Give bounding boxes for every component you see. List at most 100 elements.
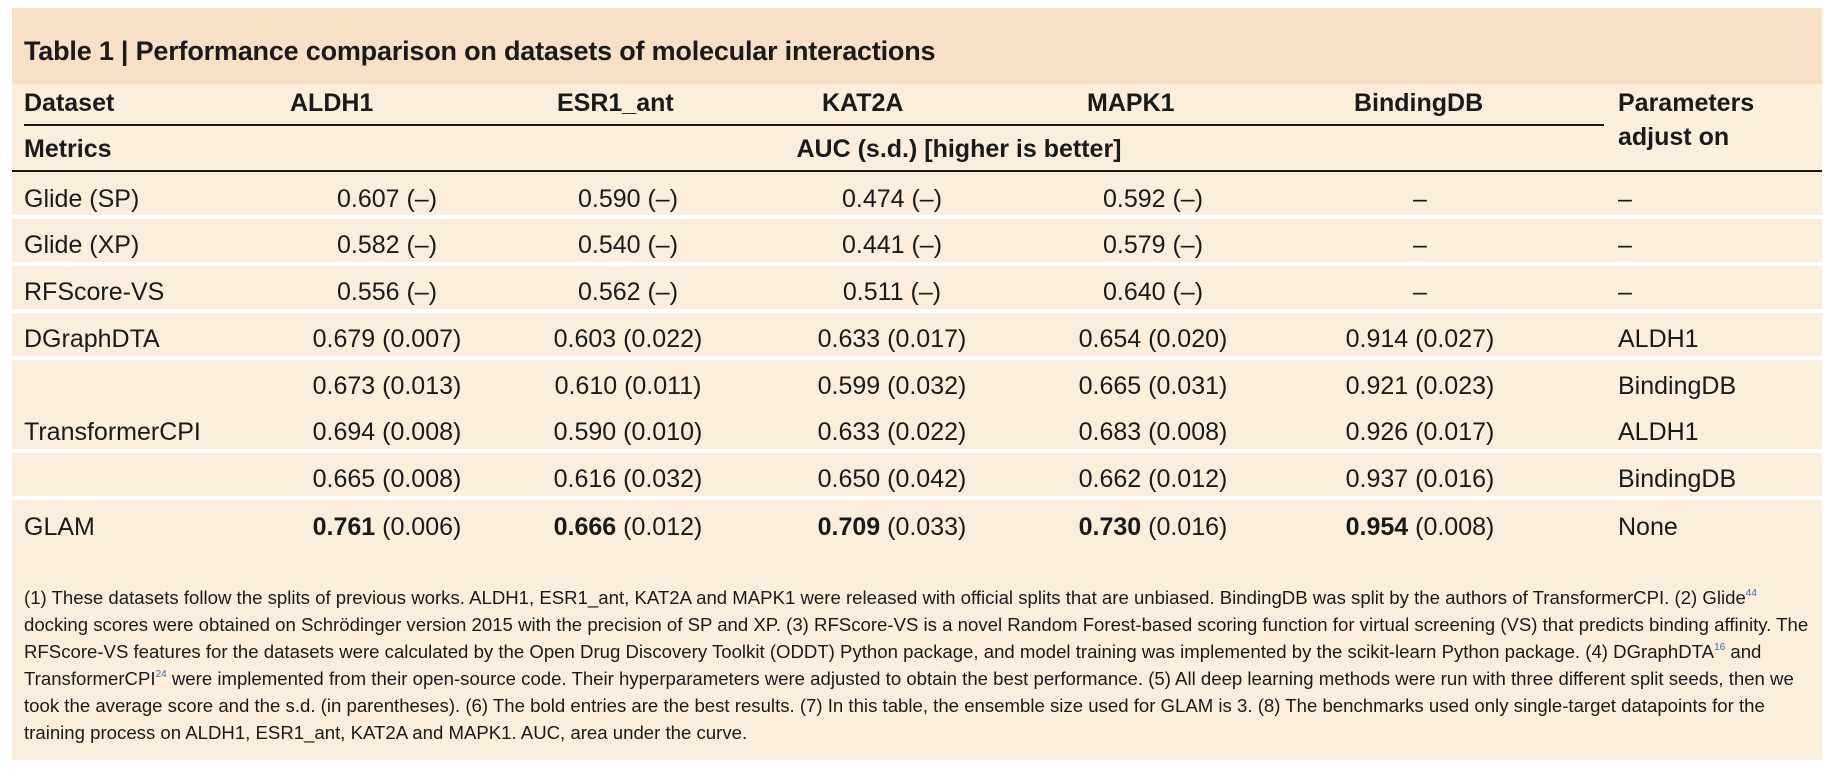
params-adjust-on: – [1618,231,1632,259]
auc-value: 0.556 [336,278,400,306]
auc-value: 0.607 [336,185,400,213]
auc-cell: 0.650 (0.042) [742,464,1042,494]
auc-sd: (0.016) [1141,513,1228,541]
auc-cell: 0.640 (–) [1003,277,1303,307]
auc-sd: (0.010) [616,418,703,446]
dataset-col-esr1: ESR1_ant [557,89,674,117]
auc-cell: 0.730 (0.016) [1003,512,1303,542]
auc-value: 0.582 [336,231,400,259]
auc-sd: (–) [399,185,438,213]
auc-sd: (–) [1165,231,1204,259]
auc-value: 0.590 [553,418,617,446]
auc-sd: (0.008) [375,418,462,446]
params-header-line1: Parameters [1618,89,1755,117]
auc-value: – [1413,185,1427,213]
auc-sd: (–) [640,185,679,213]
auc-cell: 0.694 (0.008) [237,417,537,447]
auc-sd: (0.008) [375,465,462,493]
table-figure: Table 1 | Performance comparison on data… [12,8,1822,760]
auc-sd: (0.022) [880,418,967,446]
auc-cell: 0.926 (0.017) [1270,417,1570,447]
auc-sd: (–) [904,231,943,259]
reference-link[interactable]: 44 [1745,588,1757,599]
auc-sd: (–) [1165,278,1204,306]
table-title: Table 1 | Performance comparison on data… [24,36,936,66]
method-name: GLAM [24,513,95,541]
auc-value: 0.666 [553,513,617,541]
auc-sd: (0.008) [1408,513,1495,541]
auc-sd: (0.016) [1408,465,1495,493]
auc-value: 0.616 [553,465,617,493]
auc-cell: 0.540 (–) [478,230,778,260]
auc-cell: 0.633 (0.022) [742,417,1042,447]
auc-cell: 0.954 (0.008) [1270,512,1570,542]
auc-value: – [1413,278,1427,306]
auc-cell: 0.679 (0.007) [237,324,537,354]
auc-sd: (0.007) [375,325,462,353]
auc-sd: (–) [640,278,679,306]
auc-value: 0.650 [817,465,881,493]
auc-sd: (0.031) [1141,372,1228,400]
auc-sd: (0.006) [375,513,462,541]
auc-value: 0.761 [312,513,376,541]
auc-sd: (0.013) [375,372,462,400]
auc-value: 0.665 [1078,372,1142,400]
auc-sd: (–) [903,278,942,306]
auc-cell: 0.579 (–) [1003,230,1303,260]
table-footnotes: (1) These datasets follow the splits of … [24,584,1816,746]
auc-sd: (0.027) [1408,325,1495,353]
header-rule [24,124,1604,126]
auc-sd: (0.012) [1141,465,1228,493]
auc-value: 0.599 [817,372,881,400]
auc-sd: (–) [640,231,679,259]
auc-cell: 0.662 (0.012) [1003,464,1303,494]
auc-cell: 0.665 (0.008) [237,464,537,494]
auc-cell: 0.590 (0.010) [478,417,778,447]
auc-cell: – [1270,277,1570,307]
footnote-text: docking scores were obtained on Schrödin… [24,614,1809,662]
method-name: Glide (SP) [24,185,140,213]
title-bar: Table 1 | Performance comparison on data… [12,8,1822,84]
auc-sd: (0.017) [1408,418,1495,446]
auc-value: – [1413,231,1427,259]
method-name: Glide (XP) [24,231,140,259]
auc-cell: 0.603 (0.022) [478,324,778,354]
method-name: RFScore-VS [24,278,165,306]
reference-link[interactable]: 16 [1714,642,1726,653]
auc-sd: (0.008) [1141,418,1228,446]
auc-cell: 0.673 (0.013) [237,371,537,401]
auc-value: 0.914 [1345,325,1409,353]
auc-cell: 0.607 (–) [237,184,537,214]
footnote-paragraph: (1) These datasets follow the splits of … [24,584,1816,746]
auc-cell: 0.562 (–) [478,277,778,307]
auc-value: 0.640 [1102,278,1166,306]
auc-sd: (–) [399,278,438,306]
auc-cell: 0.937 (0.016) [1270,464,1570,494]
auc-value: 0.921 [1345,372,1409,400]
auc-cell: 0.592 (–) [1003,184,1303,214]
params-adjust-on: None [1618,513,1678,541]
reference-link[interactable]: 24 [155,669,167,680]
auc-sd: (0.012) [616,513,703,541]
auc-sd: (–) [904,185,943,213]
auc-value: 0.474 [841,185,905,213]
metrics-rule [12,170,1822,172]
auc-value: 0.610 [554,372,618,400]
auc-cell: 0.654 (0.020) [1003,324,1303,354]
auc-value: 0.590 [577,185,641,213]
auc-cell: 0.709 (0.033) [742,512,1042,542]
auc-value: 0.694 [312,418,376,446]
auc-value: 0.511 [842,278,904,306]
auc-value: 0.562 [577,278,641,306]
dataset-col-mapk1: MAPK1 [1087,89,1175,117]
auc-value: 0.679 [312,325,376,353]
auc-cell: 0.511 (–) [742,277,1042,307]
auc-value: 0.730 [1078,513,1142,541]
auc-cell: 0.633 (0.017) [742,324,1042,354]
auc-sd: (0.042) [880,465,967,493]
auc-cell: 0.590 (–) [478,184,778,214]
params-header-line2: adjust on [1618,123,1730,151]
auc-value: 0.579 [1102,231,1166,259]
dataset-col-aldh1: ALDH1 [290,89,374,117]
params-adjust-on: ALDH1 [1618,325,1699,353]
